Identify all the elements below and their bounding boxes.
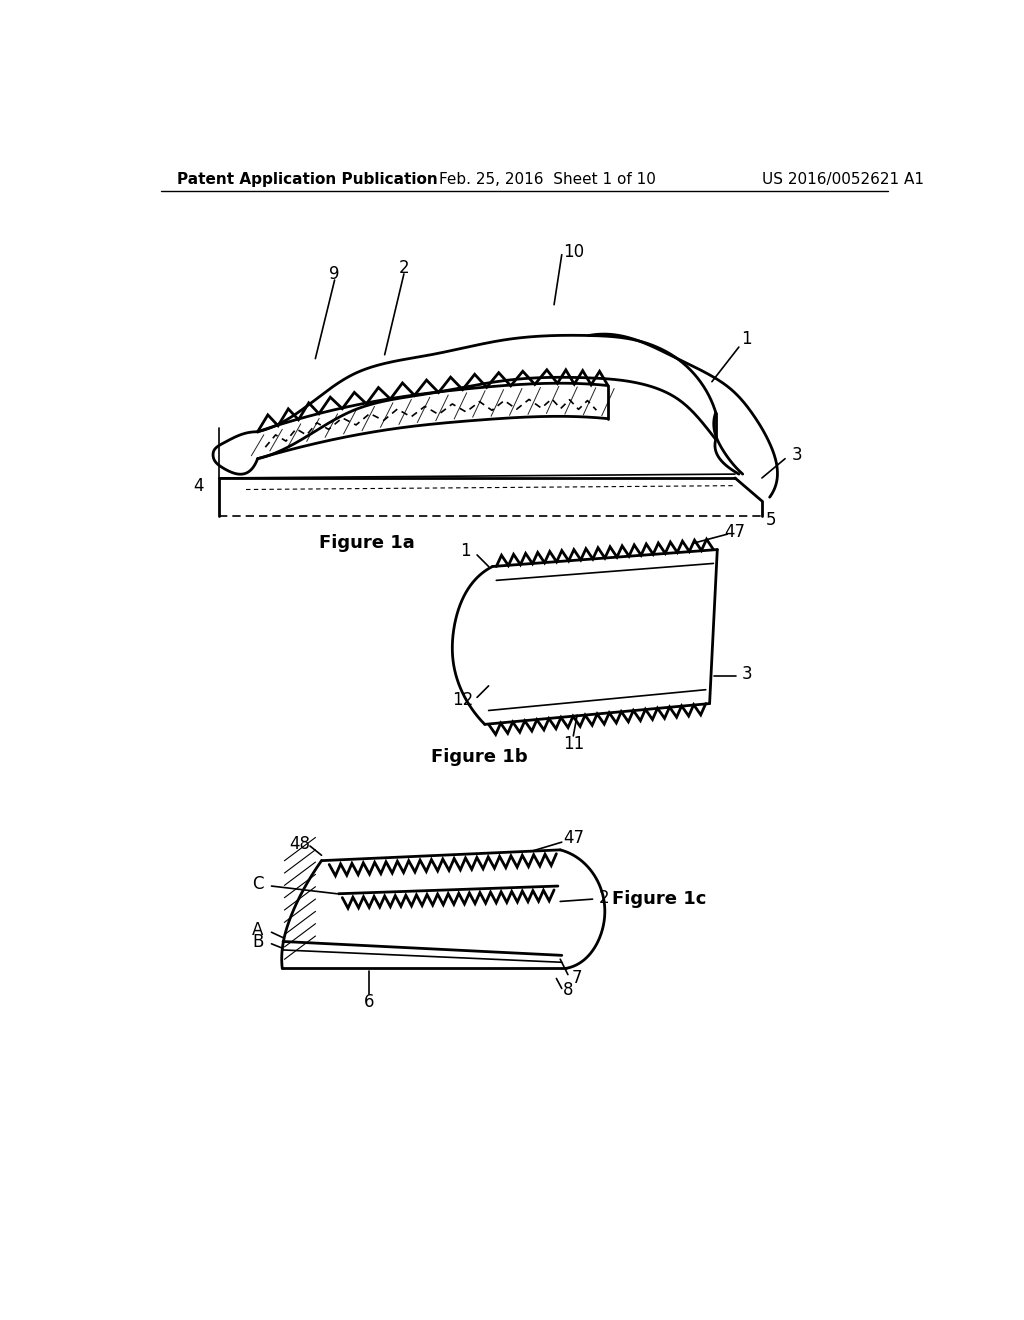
Text: 7: 7 <box>572 969 583 987</box>
Text: Figure 1a: Figure 1a <box>319 535 415 552</box>
Text: 47: 47 <box>725 523 745 541</box>
Text: 47: 47 <box>563 829 584 847</box>
Text: 8: 8 <box>562 981 573 999</box>
Text: 9: 9 <box>330 265 340 282</box>
Text: Feb. 25, 2016  Sheet 1 of 10: Feb. 25, 2016 Sheet 1 of 10 <box>438 172 655 186</box>
Text: 2: 2 <box>398 259 410 277</box>
Text: Figure 1c: Figure 1c <box>611 890 707 908</box>
Text: 1: 1 <box>741 330 752 348</box>
Text: Patent Application Publication: Patent Application Publication <box>177 172 437 186</box>
Text: C: C <box>252 875 263 892</box>
Text: 5: 5 <box>766 511 776 529</box>
Text: US 2016/0052621 A1: US 2016/0052621 A1 <box>762 172 924 186</box>
Text: 10: 10 <box>563 243 585 261</box>
Text: 2: 2 <box>599 888 609 907</box>
Text: 11: 11 <box>562 735 584 752</box>
Text: 12: 12 <box>453 690 474 709</box>
Text: 1: 1 <box>460 543 471 560</box>
Text: 4: 4 <box>194 477 204 495</box>
Text: 6: 6 <box>364 993 375 1011</box>
Text: 48: 48 <box>290 834 310 853</box>
Text: B: B <box>252 933 263 952</box>
Text: A: A <box>252 921 263 939</box>
Text: 3: 3 <box>792 446 802 463</box>
Text: Figure 1b: Figure 1b <box>431 748 527 767</box>
Text: 3: 3 <box>741 665 752 684</box>
